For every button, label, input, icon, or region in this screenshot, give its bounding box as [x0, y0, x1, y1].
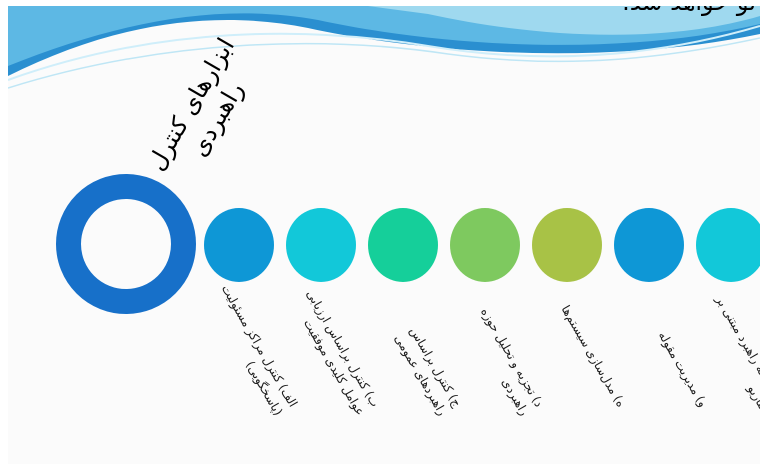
node-label-5-line1: ه) مدل‌سازی سیستم‌ها	[558, 302, 629, 410]
node-circle-2	[286, 208, 356, 282]
node-circle-1	[204, 208, 274, 282]
node-circle-3	[368, 208, 438, 282]
node-label-5: ه) مدل‌سازی سیستم‌ها	[539, 272, 629, 410]
slide: تو خواهد شد. ابزارهای کنترل راهبردی الف)…	[8, 6, 760, 464]
node-circle-4	[450, 208, 520, 282]
header-text: تو خواهد شد.	[622, 6, 756, 16]
node-circle-7	[696, 208, 760, 282]
header-swoosh	[8, 6, 760, 89]
node-circle-5	[532, 208, 602, 282]
main-ring	[56, 174, 196, 314]
node-circle-6	[614, 208, 684, 282]
